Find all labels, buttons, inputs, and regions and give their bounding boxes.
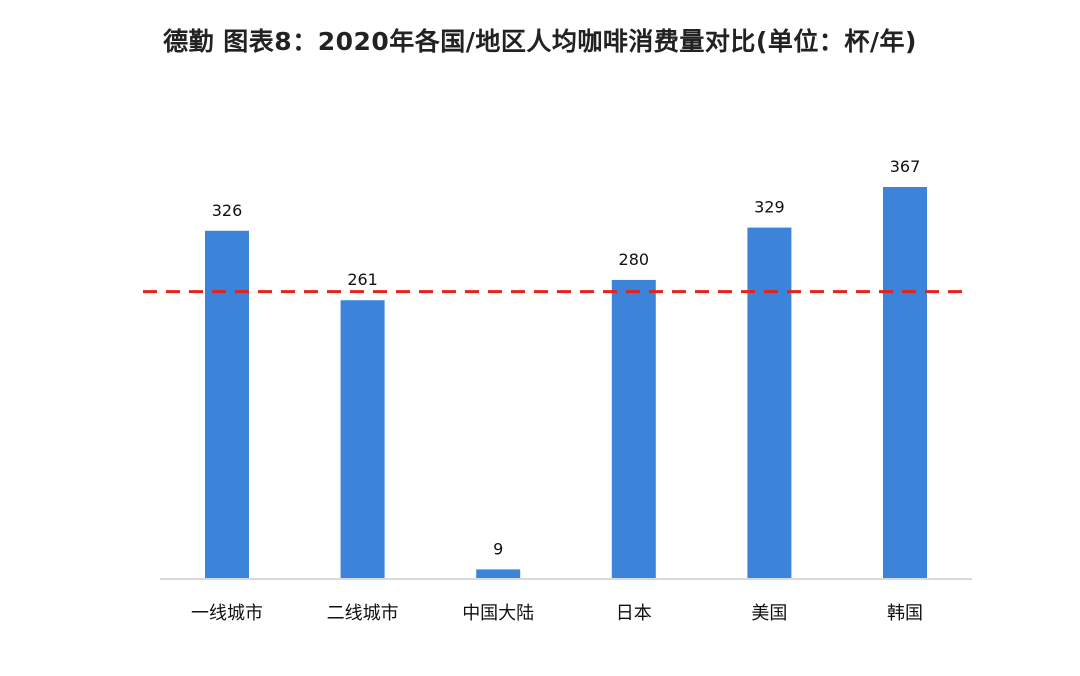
- category-labels-layer: 一线城市 二线城市 中国大陆 日本 美国 韩国: [191, 603, 923, 624]
- bar-1: [205, 230, 249, 580]
- category-label-6: 韩国: [887, 603, 923, 624]
- category-label-5: 美国: [751, 603, 787, 624]
- bar-4: [611, 279, 656, 579]
- value-labels-layer: 326 261 9 280 329 367: [212, 157, 921, 558]
- bar-3: [476, 569, 521, 579]
- value-label-6: 367: [890, 157, 921, 176]
- bar-5: [747, 227, 792, 579]
- category-label-1: 一线城市: [191, 603, 263, 624]
- bar-2: [340, 300, 385, 579]
- category-label-4: 日本: [616, 603, 652, 624]
- value-label-4: 280: [619, 250, 650, 269]
- bars-layer: [205, 187, 927, 580]
- chart-title: 德勤 图表8：2020年各国/地区人均咖啡消费量对比(单位：杯/年): [163, 27, 917, 56]
- value-label-2: 261: [347, 270, 378, 289]
- value-label-3: 9: [493, 539, 503, 558]
- category-label-2: 二线城市: [327, 603, 399, 624]
- bar-6: [883, 187, 927, 579]
- category-label-3: 中国大陆: [462, 603, 534, 624]
- value-label-5: 329: [754, 198, 785, 217]
- value-label-1: 326: [212, 201, 243, 220]
